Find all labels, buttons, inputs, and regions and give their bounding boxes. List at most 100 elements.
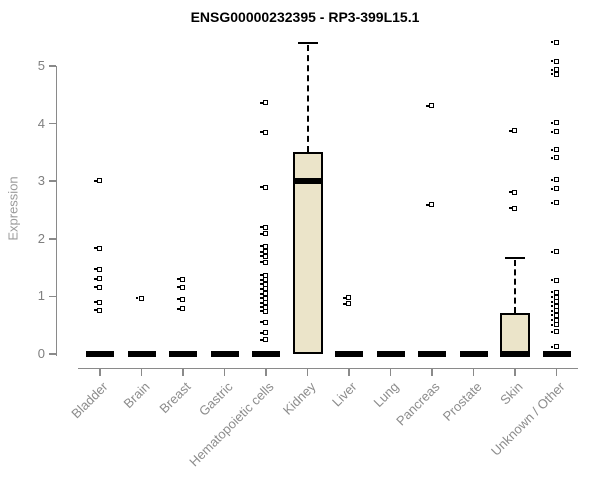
outlier-point-unknown-other — [550, 39, 559, 45]
outlier-point-unknown-other — [550, 308, 559, 314]
x-axis-line — [78, 367, 578, 369]
outlier-point-hematopoietic-cells — [260, 277, 268, 283]
outlier-point-hematopoietic-cells — [260, 184, 268, 190]
outlier-point-unknown-other — [550, 249, 559, 255]
outlier-point-skin — [509, 189, 517, 195]
median-line-kidney — [292, 178, 323, 185]
outlier-point-hematopoietic-cells — [260, 286, 268, 292]
median-line-skin — [500, 351, 530, 357]
outlier-point-skin — [509, 128, 517, 134]
outlier-point-hematopoietic-cells — [260, 295, 268, 301]
outlier-point-brain — [135, 295, 144, 301]
y-tick-label: 0 — [37, 346, 45, 361]
outlier-point-breast — [177, 276, 185, 282]
x-tick-mark — [306, 369, 309, 376]
outlier-point-breast — [177, 296, 185, 302]
outlier-point-bladder — [94, 178, 102, 184]
outlier-point-unknown-other — [550, 67, 559, 73]
outlier-point-liver — [343, 301, 351, 307]
outlier-point-unknown-other — [550, 120, 559, 126]
outlier-point-unknown-other — [550, 155, 559, 161]
outlier-point-hematopoietic-cells — [260, 253, 268, 259]
outlier-point-unknown-other — [550, 312, 559, 318]
outlier-point-unknown-other — [550, 303, 559, 309]
x-tick-mark — [431, 369, 433, 376]
outlier-point-hematopoietic-cells — [260, 129, 268, 135]
y-tick-label: 2 — [37, 230, 45, 246]
outlier-point-hematopoietic-cells — [260, 231, 268, 237]
outlier-point-breast — [177, 284, 185, 290]
outlier-point-breast — [177, 306, 185, 312]
outlier-point-unknown-other — [550, 294, 559, 300]
outlier-point-hematopoietic-cells — [260, 291, 268, 297]
outlier-point-unknown-other — [550, 317, 559, 323]
x-tick-mark — [223, 369, 226, 376]
outlier-point-bladder — [94, 307, 102, 313]
median-line-pancreas — [418, 351, 446, 357]
outlier-point-unknown-other — [550, 71, 559, 77]
outlier-point-unknown-other — [550, 299, 559, 305]
outlier-point-hematopoietic-cells — [260, 308, 268, 314]
outlier-point-hematopoietic-cells — [260, 330, 268, 336]
x-tick-mark — [348, 369, 350, 376]
chart-title: ENSG00000232395 - RP3-399L15.1 — [190, 9, 420, 25]
y-tick-label: 3 — [37, 173, 45, 189]
whisker-cap-kidney — [297, 41, 318, 45]
median-line-breast — [169, 351, 197, 357]
outlier-point-unknown-other — [550, 129, 559, 135]
x-tick-mark — [555, 369, 558, 376]
outlier-point-unknown-other — [550, 147, 559, 153]
outlier-point-bladder — [94, 284, 102, 290]
outlier-point-unknown-other — [550, 277, 559, 283]
whisker-skin — [514, 259, 516, 314]
x-tick-mark — [514, 369, 516, 376]
outlier-point-hematopoietic-cells — [260, 337, 268, 343]
outlier-point-liver — [343, 295, 351, 301]
y-axis-line — [55, 66, 57, 356]
outlier-point-bladder — [94, 245, 102, 251]
x-tick-label-unknown-other: Unknown / Other — [487, 379, 568, 459]
box-kidney — [292, 152, 323, 354]
outlier-point-bladder — [94, 299, 102, 305]
x-tick-mark — [99, 369, 101, 376]
outlier-point-hematopoietic-cells — [260, 300, 268, 306]
outlier-point-unknown-other — [550, 186, 559, 192]
outlier-point-skin — [509, 205, 517, 211]
median-line-gastric — [210, 351, 239, 357]
whisker-cap-skin — [505, 256, 525, 260]
outlier-point-pancreas — [426, 202, 434, 208]
outlier-point-unknown-other — [550, 322, 559, 328]
y-tick-mark — [48, 353, 56, 355]
outlier-point-unknown-other — [550, 344, 559, 350]
outlier-point-unknown-other — [550, 177, 559, 183]
x-tick-mark — [265, 369, 267, 376]
outlier-point-hematopoietic-cells — [260, 259, 268, 265]
outlier-point-unknown-other — [550, 329, 559, 335]
outlier-point-hematopoietic-cells — [260, 272, 268, 278]
x-tick-mark — [472, 369, 475, 376]
y-tick-mark — [48, 65, 56, 67]
outlier-point-hematopoietic-cells — [260, 243, 268, 249]
outlier-point-unknown-other — [550, 200, 559, 206]
outlier-point-hematopoietic-cells — [260, 281, 268, 287]
y-tick-mark — [48, 295, 56, 298]
y-tick-label: 4 — [37, 115, 45, 131]
median-line-hematopoietic-cells — [252, 351, 280, 357]
median-line-lung — [376, 351, 405, 357]
y-tick-mark — [48, 122, 56, 125]
box-skin — [500, 313, 530, 354]
outlier-point-unknown-other — [550, 58, 559, 64]
outlier-point-pancreas — [426, 103, 434, 109]
outlier-point-hematopoietic-cells — [260, 319, 268, 325]
median-line-unknown-other — [542, 351, 571, 357]
x-tick-mark — [182, 369, 184, 376]
outlier-point-unknown-other — [550, 289, 559, 295]
x-tick-mark — [140, 369, 143, 376]
x-tick-mark — [389, 369, 392, 376]
outlier-point-hematopoietic-cells — [260, 100, 268, 106]
median-line-prostate — [459, 351, 488, 357]
y-tick-label: 1 — [37, 288, 45, 304]
outlier-point-bladder — [94, 276, 102, 282]
